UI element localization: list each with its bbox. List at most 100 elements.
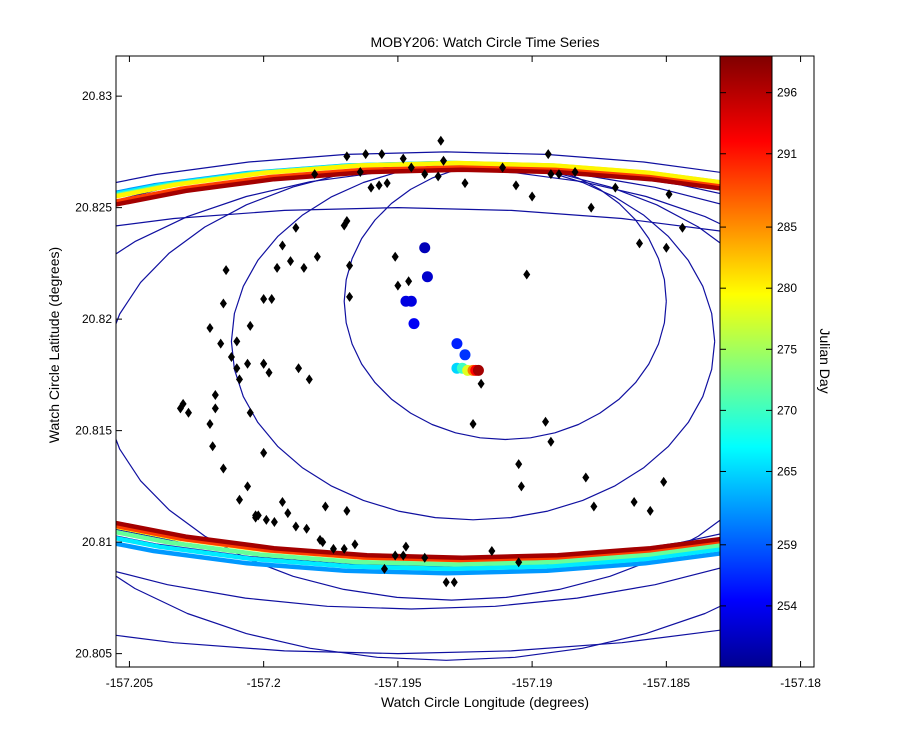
x-axis-ticks: -157.205 -157.2 -157.195 -157.19 -157.185 -15… bbox=[106, 56, 821, 690]
diamond-marker-90 bbox=[303, 523, 311, 534]
y-tick-label-4: 20.825 bbox=[75, 201, 112, 215]
diamond-marker-24 bbox=[587, 202, 595, 213]
diamond-marker-102 bbox=[515, 557, 523, 568]
diamond-marker-53 bbox=[235, 374, 243, 385]
diamond-marker-70 bbox=[260, 447, 268, 458]
x-tick-label-5: -157.18 bbox=[780, 676, 821, 690]
diamond-marker-23 bbox=[665, 189, 673, 200]
diamond-marker-84 bbox=[630, 496, 638, 507]
anchor-position-3 bbox=[405, 295, 417, 307]
diamond-marker-101 bbox=[488, 546, 496, 557]
diamond-marker-41 bbox=[346, 291, 354, 302]
diamond-marker-86 bbox=[254, 510, 262, 521]
colorbar-ticks: 254 259 265 270 275 280 285 291 296 bbox=[720, 86, 797, 613]
diamond-marker-0 bbox=[437, 135, 445, 146]
watch-circle-ring-1 bbox=[230, 162, 716, 521]
y-tick-label-5: 20.83 bbox=[82, 89, 112, 103]
diamond-marker-29 bbox=[636, 238, 643, 249]
y-axis-ticks: 20.805 20.81 20.815 20.82 20.825 20.83 bbox=[75, 89, 122, 661]
diamond-marker-80 bbox=[278, 496, 286, 507]
colorbar-tick-label-6: 285 bbox=[777, 220, 797, 234]
diamond-marker-39 bbox=[523, 269, 531, 280]
diamond-marker-54 bbox=[233, 363, 241, 374]
diamond-marker-7 bbox=[356, 166, 364, 177]
diamond-marker-6 bbox=[407, 162, 415, 173]
diamond-marker-67 bbox=[469, 418, 477, 429]
anchor-position-0 bbox=[419, 242, 431, 254]
x-tick-label-0: -157.205 bbox=[106, 676, 154, 690]
diamond-marker-9 bbox=[434, 171, 442, 182]
colorbar-tick-label-5: 280 bbox=[777, 281, 797, 295]
diamond-marker-72 bbox=[515, 459, 523, 470]
watch-circle-ring-2 bbox=[116, 162, 720, 601]
diamond-marker-76 bbox=[582, 472, 590, 483]
diamond-marker-96 bbox=[380, 563, 388, 574]
colorbar-tick-label-4: 275 bbox=[777, 342, 797, 356]
diamond-marker-66 bbox=[206, 418, 214, 429]
diamond-marker-92 bbox=[319, 537, 327, 548]
diamond-marker-98 bbox=[421, 552, 429, 563]
diamond-marker-44 bbox=[219, 298, 227, 309]
diamond-marker-45 bbox=[268, 294, 276, 305]
diamond-marker-105 bbox=[402, 541, 410, 552]
diamond-marker-49 bbox=[246, 320, 254, 331]
diamond-marker-82 bbox=[343, 505, 351, 516]
anchor-position-6 bbox=[459, 349, 471, 361]
diamond-marker-17 bbox=[375, 180, 383, 191]
diamond-marker-27 bbox=[292, 222, 300, 233]
y-tick-label-0: 20.805 bbox=[75, 647, 112, 661]
diamond-marker-64 bbox=[184, 407, 192, 418]
anchor-position-5 bbox=[451, 338, 463, 350]
diamond-marker-69 bbox=[209, 441, 217, 452]
anchor-position-1 bbox=[421, 271, 433, 283]
diamond-marker-15 bbox=[571, 166, 579, 177]
diamond-marker-37 bbox=[287, 256, 294, 267]
diamond-marker-22 bbox=[611, 182, 619, 193]
diamond-marker-19 bbox=[461, 178, 469, 189]
colorbar[interactable] bbox=[719, 55, 773, 668]
chart-title: MOBY206: Watch Circle Time Series bbox=[371, 34, 600, 50]
diamond-marker-2 bbox=[362, 149, 370, 160]
x-tick-label-1: -157.2 bbox=[247, 676, 281, 690]
y-tick-label-1: 20.81 bbox=[82, 535, 112, 549]
y-tick-label-2: 20.815 bbox=[75, 424, 112, 438]
diamond-marker-13 bbox=[555, 169, 563, 180]
diamond-marker-18 bbox=[383, 178, 391, 189]
diamond-marker-62 bbox=[176, 403, 184, 414]
diamond-markers bbox=[176, 135, 686, 588]
x-tick-label-3: -157.19 bbox=[512, 676, 553, 690]
diamond-marker-38 bbox=[405, 276, 413, 287]
colorbar-tick-label-8: 296 bbox=[777, 86, 797, 100]
watch-circle-ring-5 bbox=[116, 162, 720, 610]
x-tick-label-2: -157.195 bbox=[374, 676, 422, 690]
diamond-marker-94 bbox=[351, 539, 359, 550]
diamond-marker-57 bbox=[244, 358, 252, 369]
diamond-marker-34 bbox=[300, 262, 308, 273]
axes-frame bbox=[115, 55, 815, 668]
diamond-marker-10 bbox=[311, 169, 319, 180]
diamond-marker-95 bbox=[329, 543, 337, 554]
diamond-marker-81 bbox=[321, 501, 329, 512]
diamond-marker-93 bbox=[340, 543, 348, 554]
diamond-marker-63 bbox=[211, 403, 219, 414]
watch-circle-ring-3 bbox=[116, 169, 720, 661]
diamond-marker-52 bbox=[265, 367, 273, 378]
colorbar-tick-label-1: 259 bbox=[777, 538, 797, 552]
x-tick-label-4: -157.185 bbox=[643, 676, 691, 690]
colorbar-label: Julian Day bbox=[817, 328, 833, 393]
diamond-marker-26 bbox=[340, 220, 348, 231]
colorbar-tick-label-2: 265 bbox=[777, 464, 797, 478]
diamond-marker-71 bbox=[547, 436, 555, 447]
diamond-marker-60 bbox=[211, 389, 219, 400]
diamond-marker-104 bbox=[646, 505, 654, 516]
diamond-marker-73 bbox=[219, 463, 227, 474]
diamond-marker-48 bbox=[217, 338, 225, 349]
diamond-marker-11 bbox=[499, 162, 507, 173]
diamond-marker-42 bbox=[222, 265, 230, 276]
diamond-marker-8 bbox=[421, 169, 429, 180]
diamond-marker-21 bbox=[528, 191, 536, 202]
diamond-marker-33 bbox=[313, 251, 321, 262]
diamond-marker-85 bbox=[284, 508, 292, 519]
